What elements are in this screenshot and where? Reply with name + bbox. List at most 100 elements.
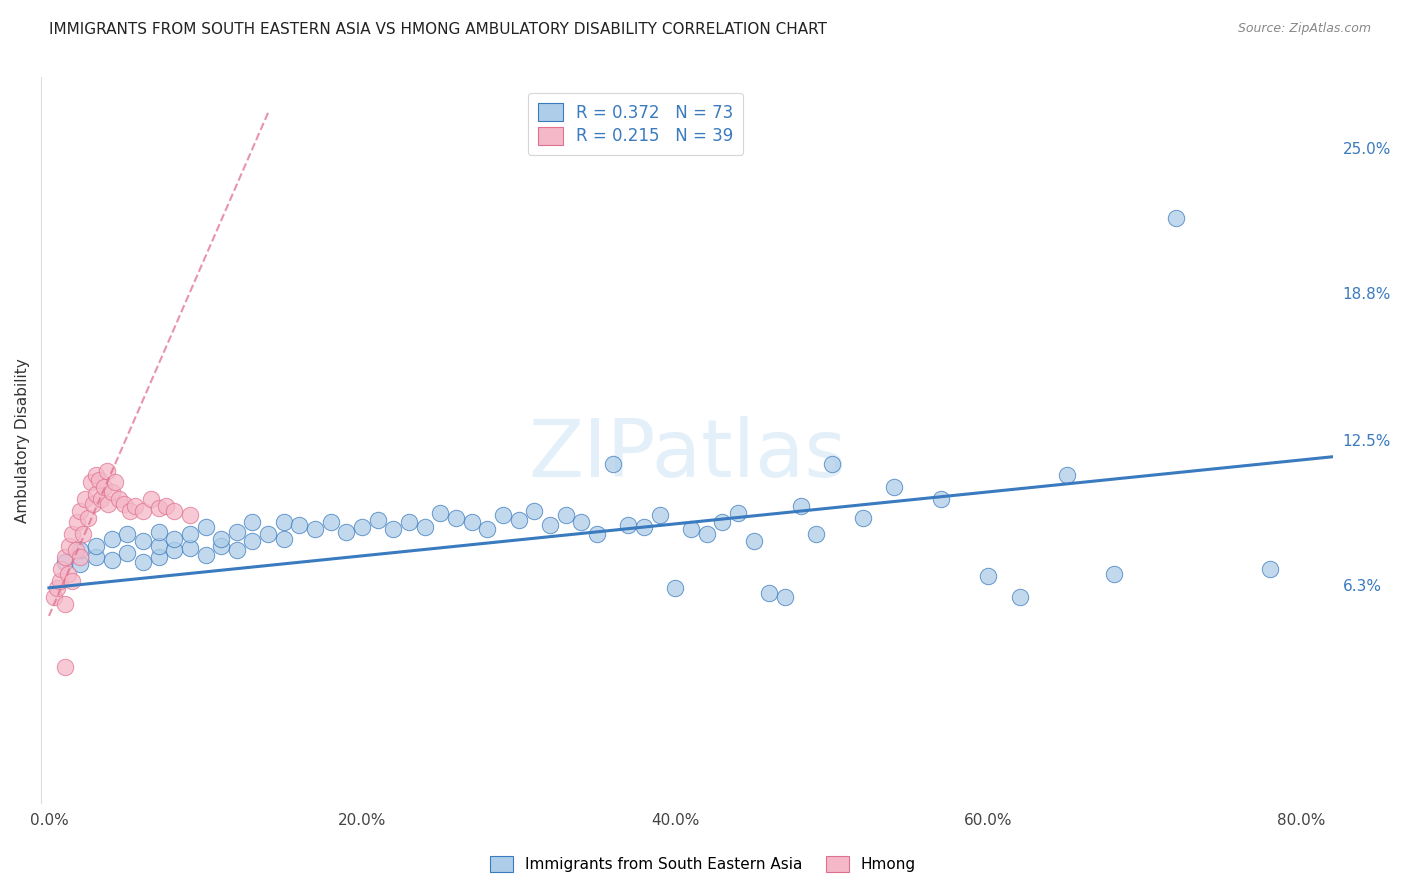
Point xyxy=(648,508,671,523)
Point xyxy=(84,468,107,483)
Point xyxy=(45,581,67,595)
Point xyxy=(242,516,264,530)
Point xyxy=(1056,468,1078,483)
Point xyxy=(90,491,112,506)
Point xyxy=(69,543,91,558)
Point xyxy=(679,522,702,536)
Point xyxy=(789,499,811,513)
Point xyxy=(633,520,655,534)
Point xyxy=(112,497,135,511)
Point xyxy=(398,516,420,530)
Point xyxy=(883,480,905,494)
Point xyxy=(586,527,609,541)
Point xyxy=(194,520,217,534)
Point xyxy=(538,517,561,532)
Point xyxy=(66,516,89,530)
Point xyxy=(93,480,115,494)
Point xyxy=(53,597,76,611)
Point xyxy=(1102,566,1125,581)
Point xyxy=(124,499,146,513)
Point xyxy=(1166,211,1188,225)
Point xyxy=(84,550,107,565)
Text: Source: ZipAtlas.com: Source: ZipAtlas.com xyxy=(1237,22,1371,36)
Point xyxy=(115,546,138,560)
Point xyxy=(148,539,170,553)
Point xyxy=(84,539,107,553)
Point xyxy=(62,527,84,541)
Point xyxy=(257,527,280,541)
Point xyxy=(617,517,640,532)
Point xyxy=(742,534,765,549)
Point xyxy=(58,539,80,553)
Point xyxy=(758,585,780,599)
Point xyxy=(1008,590,1031,604)
Point xyxy=(696,527,718,541)
Point xyxy=(87,473,110,487)
Point xyxy=(163,503,186,517)
Point xyxy=(429,506,451,520)
Point xyxy=(523,503,546,517)
Point xyxy=(554,508,576,523)
Point xyxy=(69,558,91,572)
Point xyxy=(51,562,73,576)
Point xyxy=(97,497,120,511)
Point xyxy=(42,590,65,604)
Point xyxy=(225,543,247,558)
Text: IMMIGRANTS FROM SOUTH EASTERN ASIA VS HMONG AMBULATORY DISABILITY CORRELATION CH: IMMIGRANTS FROM SOUTH EASTERN ASIA VS HM… xyxy=(49,22,827,37)
Point xyxy=(163,543,186,558)
Point xyxy=(664,581,686,595)
Point xyxy=(69,503,91,517)
Point xyxy=(273,516,295,530)
Point xyxy=(72,527,94,541)
Point xyxy=(82,497,104,511)
Point xyxy=(139,491,162,506)
Point xyxy=(155,499,177,513)
Point xyxy=(382,522,405,536)
Point xyxy=(115,527,138,541)
Point xyxy=(53,660,76,674)
Point xyxy=(56,566,79,581)
Point xyxy=(319,516,342,530)
Point xyxy=(132,534,155,549)
Point xyxy=(148,524,170,539)
Point xyxy=(108,491,131,506)
Point xyxy=(179,541,201,555)
Y-axis label: Ambulatory Disability: Ambulatory Disability xyxy=(15,358,30,523)
Point xyxy=(49,574,72,588)
Point xyxy=(367,513,389,527)
Point xyxy=(508,513,530,527)
Point xyxy=(148,550,170,565)
Point xyxy=(104,475,127,490)
Point xyxy=(163,532,186,546)
Point xyxy=(132,555,155,569)
Point xyxy=(179,508,201,523)
Text: ZIPatlas: ZIPatlas xyxy=(527,416,846,494)
Point xyxy=(77,510,100,524)
Point xyxy=(84,487,107,501)
Point xyxy=(225,524,247,539)
Legend: R = 0.372   N = 73, R = 0.215   N = 39: R = 0.372 N = 73, R = 0.215 N = 39 xyxy=(527,93,744,155)
Point xyxy=(96,464,118,478)
Point xyxy=(1258,562,1281,576)
Point xyxy=(477,522,499,536)
Point xyxy=(273,532,295,546)
Point xyxy=(806,527,828,541)
Point xyxy=(460,516,482,530)
Point xyxy=(413,520,436,534)
Point xyxy=(335,524,357,539)
Point xyxy=(65,543,87,558)
Point xyxy=(148,501,170,516)
Point xyxy=(194,548,217,562)
Point xyxy=(492,508,515,523)
Point xyxy=(773,590,796,604)
Point xyxy=(179,527,201,541)
Point xyxy=(73,491,96,506)
Point xyxy=(977,569,1000,583)
Point xyxy=(100,532,122,546)
Point xyxy=(120,503,142,517)
Point xyxy=(602,457,624,471)
Point xyxy=(288,517,311,532)
Point xyxy=(727,506,749,520)
Point xyxy=(242,534,264,549)
Point xyxy=(304,522,326,536)
